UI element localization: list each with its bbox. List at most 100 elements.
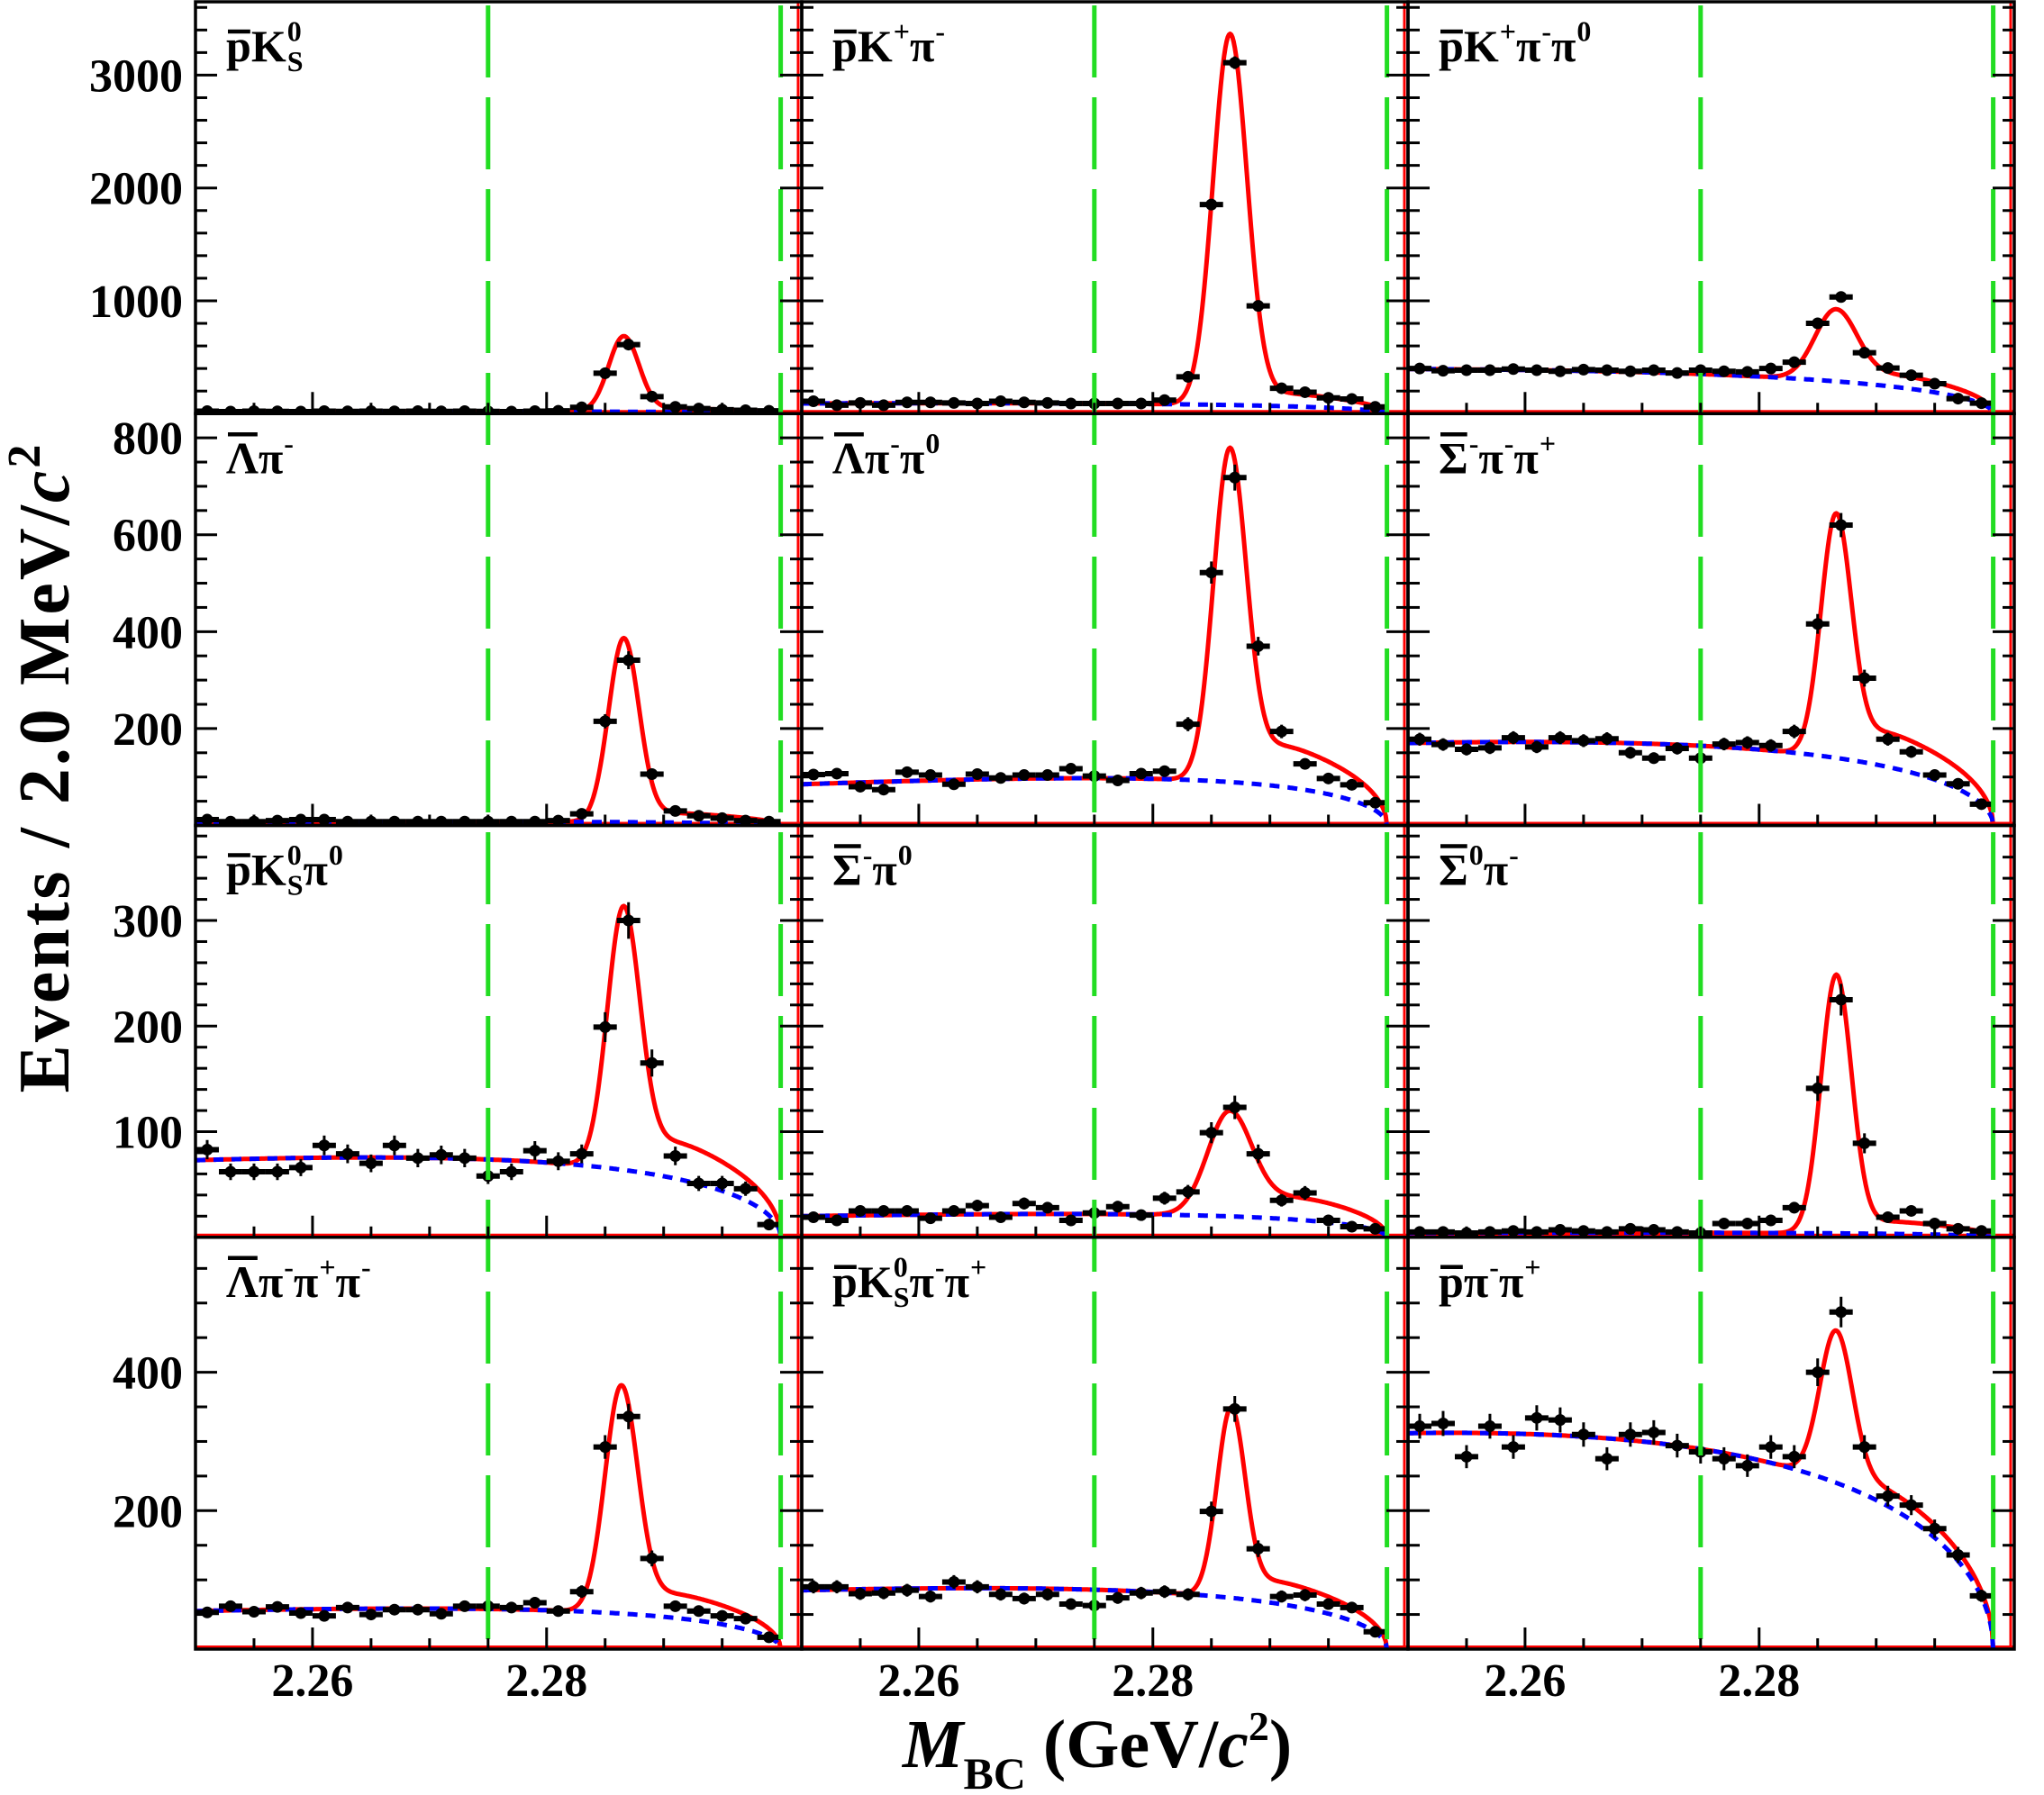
data-point	[341, 1147, 354, 1160]
data-point	[1135, 767, 1148, 780]
data-point	[1507, 1441, 1520, 1454]
data-point	[1531, 1226, 1543, 1237]
panel-label-symbol: π	[304, 845, 328, 895]
data-point	[669, 804, 682, 817]
data-point	[807, 768, 820, 781]
data-point	[1322, 772, 1335, 784]
data-point	[271, 1165, 284, 1178]
data-point	[529, 404, 541, 414]
data-point	[1835, 1306, 1848, 1319]
data-point	[1252, 300, 1265, 313]
data-point	[1577, 363, 1590, 376]
y-tick-label: 2000	[89, 164, 183, 215]
data-point	[1554, 1414, 1567, 1427]
data-point	[854, 1588, 867, 1600]
data-point	[552, 814, 565, 826]
data-point	[1229, 57, 1241, 69]
y-axis-title-exponent: 2	[0, 442, 50, 468]
data-point	[505, 405, 518, 414]
data-point	[1671, 1226, 1684, 1237]
data-point	[1437, 1417, 1449, 1429]
data-point	[1322, 1598, 1335, 1610]
data-point	[901, 766, 913, 778]
panel-label-superscript: -	[1469, 427, 1479, 459]
data-point	[971, 1200, 984, 1212]
data-point	[740, 1183, 752, 1195]
data-point	[1624, 747, 1637, 759]
data-point	[412, 404, 424, 414]
data-point	[1135, 1587, 1148, 1600]
data-point	[716, 1609, 729, 1622]
data-point	[388, 1139, 401, 1152]
data-point	[1765, 1214, 1777, 1227]
data-point	[1694, 364, 1707, 376]
data-point	[1741, 1218, 1754, 1230]
data-point	[1018, 1592, 1031, 1605]
data-point	[459, 815, 471, 826]
data-point	[948, 778, 960, 791]
panel-label-symbol: p	[1439, 21, 1464, 71]
data-point	[1276, 725, 1288, 738]
y-tick-label: 200	[113, 1002, 183, 1053]
panel-data-group	[802, 1396, 1387, 1638]
data-point	[341, 405, 354, 414]
x-tick-label: 2.28	[505, 1655, 587, 1707]
data-point	[1976, 1590, 1988, 1602]
panel-label-symbol: Λ	[226, 1256, 259, 1307]
data-point	[995, 1210, 1007, 1223]
data-point	[1858, 1137, 1871, 1149]
data-point	[948, 1204, 960, 1217]
fit-total-curve	[1408, 511, 2014, 826]
data-point	[740, 1612, 752, 1625]
data-point	[669, 401, 682, 413]
panel-data-group	[802, 464, 1387, 809]
data-points-layer	[195, 56, 1994, 1644]
panel-label-symbol: p	[226, 845, 251, 895]
data-point	[669, 1600, 682, 1612]
panel-label-symbol: π	[1516, 21, 1540, 71]
data-point	[295, 1161, 307, 1174]
data-point	[1437, 365, 1449, 377]
data-point	[435, 1608, 448, 1620]
data-point	[341, 1601, 354, 1614]
data-point	[1812, 1366, 1824, 1379]
data-point	[1929, 769, 1941, 782]
data-point	[1158, 1192, 1171, 1204]
x-axis-title: MBC (GeV/c2)	[902, 1703, 1292, 1795]
data-point	[1369, 796, 1382, 809]
panel-frame	[194, 412, 804, 828]
data-point	[1276, 1194, 1288, 1207]
data-point	[529, 1145, 541, 1157]
panel-label-superscript: 0	[287, 839, 302, 871]
data-point	[646, 767, 659, 780]
data-point	[1112, 774, 1124, 786]
data-point	[1229, 1402, 1241, 1415]
data-point	[388, 405, 401, 414]
panel-label-superscript: -	[935, 15, 945, 48]
data-point	[1205, 1505, 1218, 1518]
panel-label-superscript: 0	[1576, 15, 1591, 48]
data-point	[948, 396, 960, 409]
panel-label-symbol: Λ	[226, 432, 259, 483]
data-point	[1718, 365, 1731, 377]
panel-label-subscript: S	[287, 869, 304, 902]
data-point	[1648, 1224, 1660, 1237]
fit-total-curve	[195, 635, 802, 826]
data-point	[1788, 356, 1801, 368]
data-point	[1460, 743, 1473, 756]
data-point	[1577, 1428, 1590, 1441]
data-point	[1671, 1439, 1684, 1452]
data-point	[971, 767, 984, 780]
panel-label-symbol: π	[1513, 432, 1538, 483]
data-point	[1322, 392, 1335, 404]
data-point	[1554, 1224, 1567, 1237]
data-point	[1671, 742, 1684, 755]
data-point	[622, 1410, 635, 1423]
data-point	[1577, 734, 1590, 747]
data-point	[763, 815, 776, 826]
data-point	[1484, 1420, 1496, 1433]
x-tick-label: 2.26	[271, 1655, 353, 1707]
